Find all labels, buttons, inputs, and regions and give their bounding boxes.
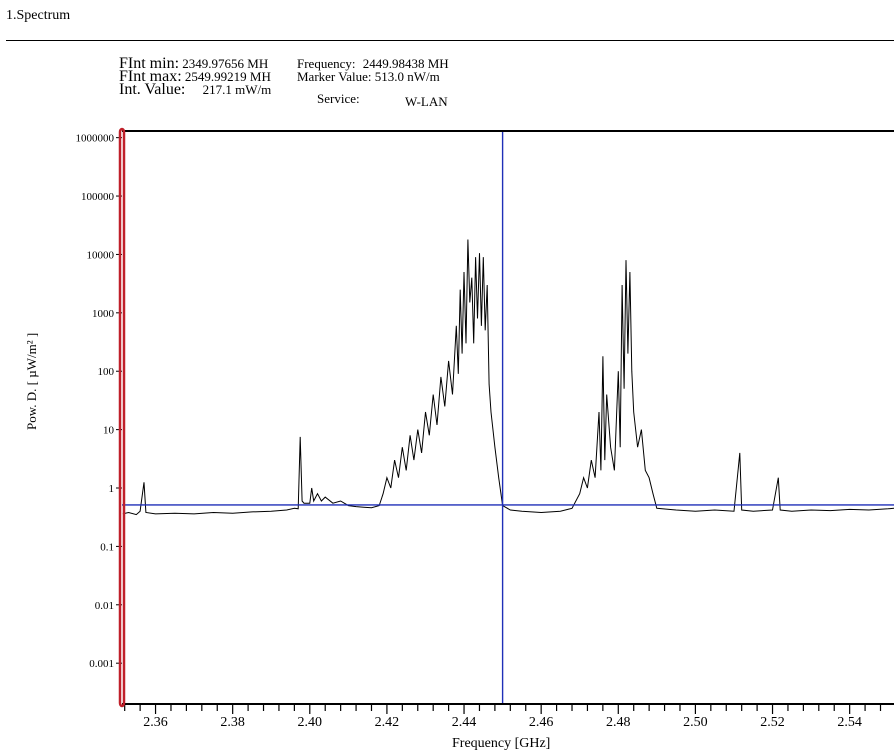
fint-min-row: FInt min: 2349.97656 MH bbox=[119, 55, 269, 72]
y-tick-label: 10000 bbox=[87, 249, 115, 261]
x-tick-label: 2.42 bbox=[375, 715, 400, 730]
plot-left-axis bbox=[118, 127, 126, 708]
fint-max-value: 2549.99219 MH bbox=[184, 69, 271, 84]
fint-min-value: 2349.97656 MH bbox=[182, 56, 269, 71]
series-trace bbox=[122, 239, 894, 516]
fint-min-label: FInt min: bbox=[119, 55, 180, 72]
y-tick-label: 0.01 bbox=[95, 600, 114, 612]
frequency-value: 2449.98438 MH bbox=[362, 56, 449, 71]
marker-value-value: 513.0 nW/m bbox=[374, 69, 440, 84]
x-tick-label: 2.46 bbox=[529, 715, 554, 730]
x-tick-label: 2.54 bbox=[837, 715, 862, 730]
y-tick-label: 10 bbox=[103, 425, 115, 437]
frequency-label: Frequency: bbox=[297, 56, 356, 71]
section-title: 1.Spectrum bbox=[6, 8, 71, 23]
x-tick-label: 2.52 bbox=[760, 715, 785, 730]
y-tick-label: 100000 bbox=[81, 191, 115, 203]
y-tick-label: 1000000 bbox=[76, 133, 115, 145]
y-tick-label: 100 bbox=[98, 366, 115, 378]
x-axis-ticks: 2.36 2.38 2.40 2.42 2.44 2.46 2.48 2.50 2.52 2.54 bbox=[124, 704, 882, 730]
int-value-label: Int. Value: bbox=[119, 81, 186, 98]
x-tick-label: 2.48 bbox=[606, 715, 631, 730]
service-value: W-LAN bbox=[405, 94, 448, 109]
y-tick-label: 0.1 bbox=[100, 541, 114, 553]
section-divider bbox=[6, 40, 894, 41]
y-tick-label: 0.001 bbox=[89, 658, 114, 670]
y-tick-label: 1 bbox=[109, 483, 115, 495]
frequency-row: Frequency: 2449.98438 MH bbox=[297, 57, 449, 70]
marker-value-label: Marker Value: bbox=[297, 69, 372, 84]
x-axis-label: Frequency [GHz] bbox=[452, 736, 551, 751]
x-tick-label: 2.50 bbox=[683, 715, 708, 730]
int-value-value: 217.1 mW/m bbox=[202, 82, 272, 97]
int-value-row: Int. Value: 217.1 mW/m bbox=[119, 81, 272, 98]
y-tick-label: 1000 bbox=[92, 308, 115, 320]
x-tick-label: 2.36 bbox=[143, 715, 168, 730]
x-tick-label: 2.38 bbox=[220, 715, 245, 730]
y-axis-ticks: 0.001 0.01 0.1 1 10 100 1000 10000 100000 1000000 bbox=[76, 133, 122, 670]
fint-max-label: FInt max: bbox=[119, 68, 182, 85]
fint-max-row: FInt max: 2549.99219 MH bbox=[119, 68, 271, 85]
x-tick-label: 2.40 bbox=[298, 715, 323, 730]
y-axis-label: Pow. D. [ µW/m² ] bbox=[24, 332, 39, 430]
marker-value-row: Marker Value: 513.0 nW/m bbox=[297, 70, 440, 83]
x-tick-label: 2.44 bbox=[452, 715, 477, 730]
service-label: Service: bbox=[317, 91, 360, 106]
